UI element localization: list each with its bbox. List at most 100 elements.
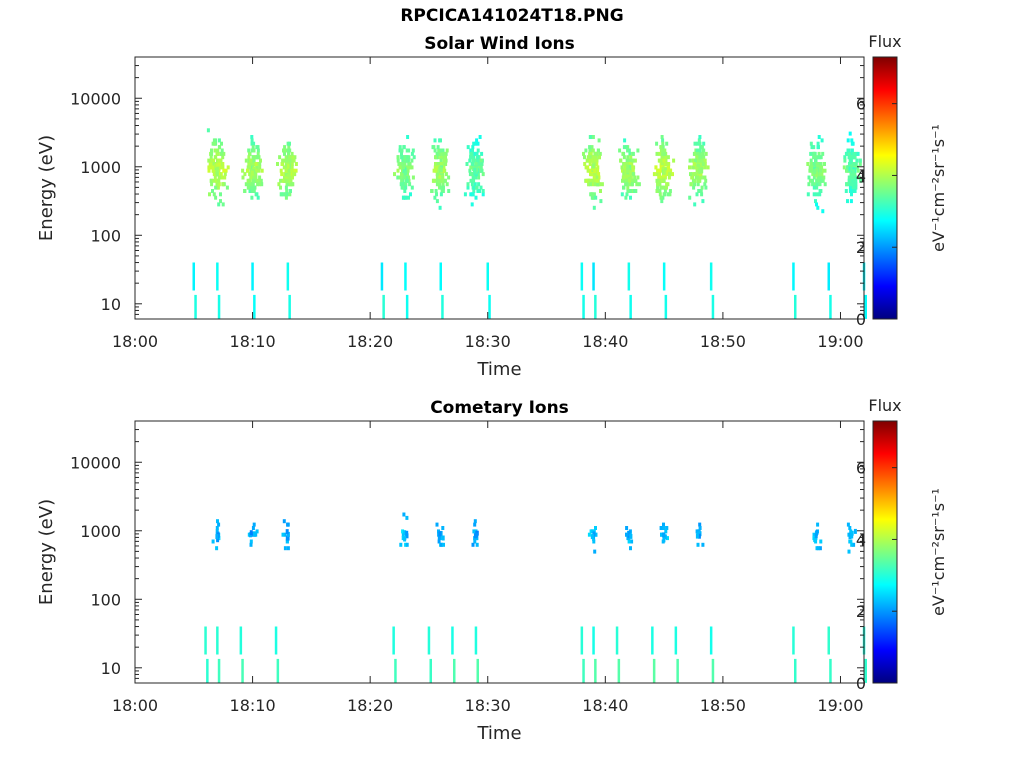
flux-cell [698,141,702,146]
flux-cell [470,182,474,187]
flux-cell [443,178,447,183]
flux-cell [700,185,704,190]
flux-cell [399,182,403,187]
flux-cell [617,658,621,683]
flux-cell [429,658,432,683]
flux-cell [475,532,478,538]
flux-cell [626,185,630,190]
flux-cell [212,172,216,177]
flux-cell [586,165,590,170]
flux-cell [792,626,795,655]
flux-cell [474,162,478,166]
flux-cell [818,162,822,166]
flux-cell [441,526,445,530]
flux-cell [848,539,852,544]
flux-cell [693,141,697,146]
flux-cell [436,145,440,150]
flux-cell [204,626,207,655]
flux-cell [850,192,853,197]
flux-cell [698,151,702,156]
y-tick-label: 100 [90,590,121,609]
flux-cell [278,155,282,160]
flux-cell [698,162,702,166]
flux-cell [212,138,216,143]
flux-cell [856,151,860,156]
x-tick-label: 19:00 [817,696,863,715]
flux-cell [250,182,254,187]
flux-cell [809,151,813,156]
flux-cell [194,294,197,319]
flux-cell [291,168,295,173]
flux-cell [669,168,673,173]
flux-cell [439,167,443,173]
flux-cell [244,158,248,163]
flux-cell [811,182,815,187]
flux-cell [254,162,258,166]
flux-cell [668,192,672,197]
flux-cell [276,658,280,683]
flux-cell [216,626,219,655]
flux-cell [850,138,854,143]
flux-cell [258,165,262,170]
flux-cell [593,155,597,160]
flux-cell [430,189,434,193]
flux-cell [821,209,825,214]
flux-cell [586,168,590,173]
flux-cell [657,175,661,180]
flux-cell [216,519,219,524]
flux-cell [622,172,626,177]
flux-cell [850,542,854,547]
flux-cell [814,171,818,177]
flux-cell [593,172,597,177]
flux-cell [433,148,437,153]
flux-cell [243,189,247,193]
flux-cell [287,178,291,183]
colorbar-tick-label: 6 [856,459,866,478]
flux-cell [212,162,216,166]
flux-cell [660,151,664,156]
flux-cell [397,162,401,166]
flux-cell [819,189,823,193]
flux-cell [658,182,662,187]
flux-cell [287,145,291,150]
flux-cell [215,546,219,551]
flux-cell [626,148,630,153]
flux-cell [392,626,395,655]
flux-cell [288,158,292,163]
flux-cell [463,192,467,197]
flux-cell [626,536,630,541]
flux-cell [260,168,264,173]
flux-cell [221,165,225,170]
flux-cell [659,185,663,190]
flux-cell [256,155,260,160]
flux-cell [256,195,260,200]
flux-cell [475,185,479,190]
flux-cell [596,182,600,187]
flux-cell [626,155,630,160]
flux-cell [663,192,667,197]
flux-cell [813,169,817,175]
flux-cell [287,167,291,173]
flux-cell [441,294,444,319]
flux-cell [829,658,832,683]
flux-cell [589,151,593,156]
flux-cell [663,189,667,193]
flux-cell [476,658,479,683]
flux-cell [700,168,704,174]
flux-cell [260,182,264,187]
y-tick-label: 10000 [70,453,121,472]
flux-cell [663,175,667,180]
flux-cell [254,168,258,173]
flux-cell [433,195,437,200]
flux-cell [592,626,595,655]
flux-cell [410,165,414,170]
x-tick-label: 18:50 [700,332,746,351]
flux-cell [282,148,285,153]
flux-cell [441,148,445,153]
flux-cell [692,158,695,163]
flux-cell [439,185,443,190]
flux-cell [817,135,821,139]
flux-cell [692,185,696,190]
flux-cell [401,162,405,166]
flux-cell [698,526,702,530]
